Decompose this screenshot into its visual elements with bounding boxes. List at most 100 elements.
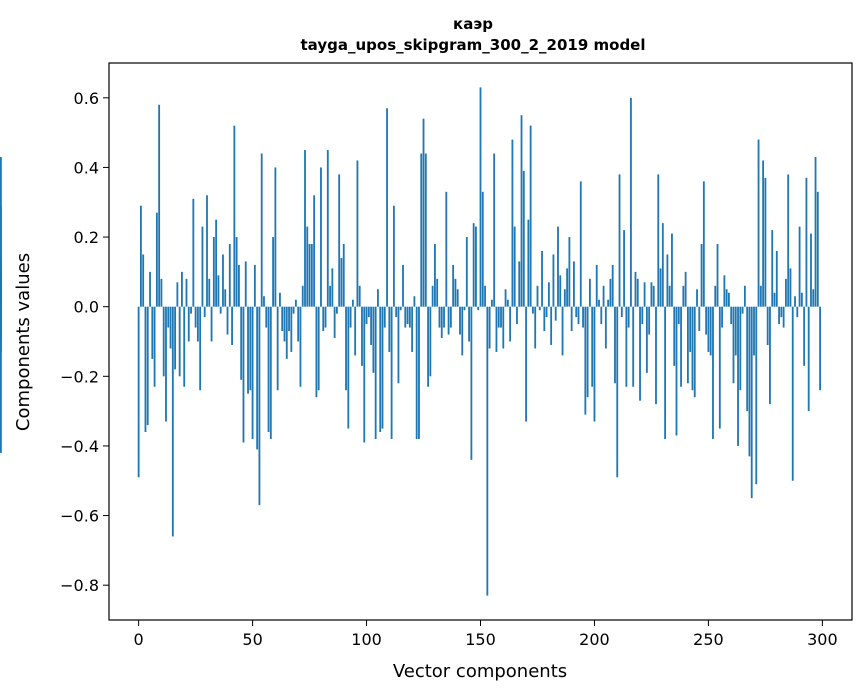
bar	[0, 156, 2, 307]
bar	[693, 306, 696, 398]
bar	[372, 306, 375, 373]
bar	[716, 244, 719, 307]
bar	[718, 306, 721, 429]
bar	[816, 191, 819, 307]
bar	[160, 278, 163, 307]
bar	[142, 254, 145, 307]
bar	[331, 268, 334, 307]
bar	[764, 177, 767, 307]
bar	[819, 306, 821, 391]
bar	[233, 125, 236, 307]
bar	[762, 160, 765, 307]
bar-series	[0, 87, 821, 596]
bar	[550, 306, 553, 345]
bar	[504, 289, 507, 307]
bar	[518, 261, 521, 307]
bar	[365, 306, 368, 325]
bar	[737, 306, 739, 446]
bar	[263, 296, 265, 307]
bar	[664, 306, 667, 439]
bar	[0, 306, 2, 352]
bar	[579, 181, 582, 307]
bar	[753, 306, 755, 356]
bar	[536, 285, 539, 307]
bar	[490, 299, 493, 307]
bar	[199, 306, 202, 391]
bar	[609, 278, 612, 307]
bar	[600, 306, 603, 325]
bar	[381, 306, 384, 429]
bar	[178, 306, 181, 377]
bar	[746, 306, 749, 412]
bar	[251, 306, 254, 439]
bar	[155, 212, 158, 307]
bar	[420, 153, 423, 307]
bar	[240, 306, 243, 380]
bar	[618, 174, 621, 307]
bar	[181, 271, 183, 307]
bar	[591, 306, 594, 387]
bar	[513, 226, 516, 307]
bar	[349, 306, 352, 328]
bar	[140, 205, 142, 307]
bar	[411, 306, 414, 352]
bar	[320, 167, 322, 307]
bar	[639, 306, 641, 401]
x-tick-label: 200	[579, 630, 610, 649]
bar	[511, 139, 514, 307]
bar	[614, 306, 616, 384]
bar	[780, 306, 783, 318]
bar	[636, 278, 639, 307]
y-tick-label: −0.2	[60, 367, 99, 386]
bar	[794, 296, 796, 307]
bar	[741, 306, 744, 314]
bar	[203, 306, 206, 318]
bar	[709, 306, 712, 356]
bar	[778, 306, 780, 325]
bar	[650, 282, 653, 307]
x-axis: 0 50 100 150 200 250 300	[134, 620, 838, 649]
bar	[588, 278, 591, 307]
bar	[294, 299, 297, 307]
bar	[274, 167, 277, 307]
bar	[158, 104, 161, 307]
bar	[468, 306, 471, 342]
bar	[748, 306, 751, 457]
bar	[798, 226, 801, 307]
bar	[652, 285, 655, 307]
chart-title: каэр	[453, 15, 493, 33]
bar	[244, 261, 247, 307]
bar	[299, 306, 302, 387]
bar	[506, 299, 509, 307]
y-tick-label: −0.8	[60, 576, 99, 595]
bar	[645, 306, 648, 373]
bar	[773, 292, 776, 307]
bar	[253, 264, 256, 307]
bar	[162, 306, 165, 377]
bar	[281, 306, 284, 332]
bar	[317, 306, 320, 391]
bar	[276, 306, 279, 391]
bar	[784, 278, 787, 307]
bar	[682, 285, 685, 307]
bar	[397, 306, 400, 384]
bar	[379, 306, 382, 433]
bar	[479, 87, 482, 307]
x-axis-label: Vector components	[393, 661, 567, 682]
bar	[367, 306, 370, 318]
bar	[673, 306, 676, 366]
bar	[443, 306, 445, 328]
bar	[406, 306, 409, 325]
bar	[222, 254, 224, 307]
bar	[292, 306, 295, 314]
bar	[210, 306, 213, 342]
bar	[700, 244, 703, 307]
x-tick-label: 50	[242, 630, 262, 649]
x-tick-label: 100	[351, 630, 382, 649]
bar	[787, 174, 790, 307]
bar	[803, 306, 806, 366]
bar	[196, 306, 199, 342]
bar	[171, 306, 174, 537]
bar	[329, 285, 331, 307]
